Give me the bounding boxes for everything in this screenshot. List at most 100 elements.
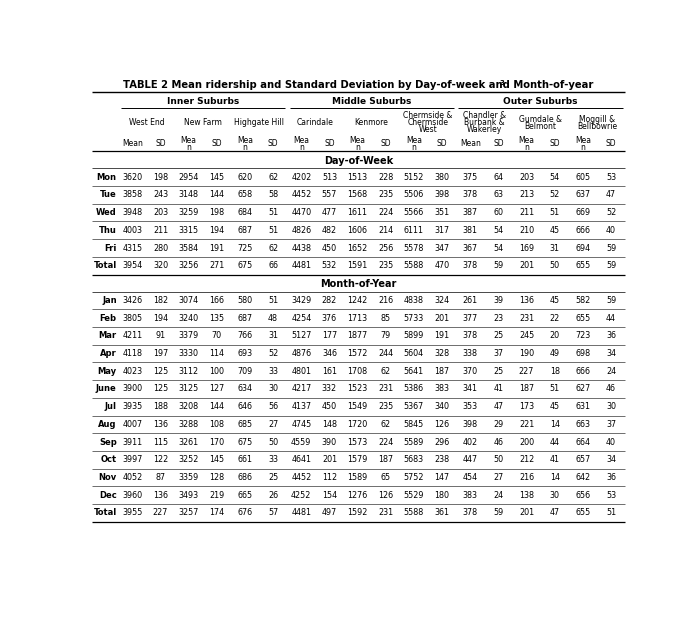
Text: 3620: 3620 xyxy=(122,173,142,182)
Text: 1572: 1572 xyxy=(348,349,368,358)
Text: 656: 656 xyxy=(575,491,591,499)
Text: 620: 620 xyxy=(237,173,253,182)
Text: 36: 36 xyxy=(606,331,616,341)
Text: n: n xyxy=(242,142,247,152)
Text: 378: 378 xyxy=(463,191,478,199)
Text: 115: 115 xyxy=(153,437,168,447)
Text: 4481: 4481 xyxy=(291,508,311,517)
Text: 698: 698 xyxy=(575,349,591,358)
Text: Fri: Fri xyxy=(104,244,117,253)
Text: 5752: 5752 xyxy=(403,473,424,482)
Text: 44: 44 xyxy=(550,437,560,447)
Text: 126: 126 xyxy=(435,420,450,429)
Text: 766: 766 xyxy=(237,331,253,341)
Text: 65: 65 xyxy=(380,473,391,482)
Text: 665: 665 xyxy=(237,491,253,499)
Text: 52: 52 xyxy=(268,349,279,358)
Text: 676: 676 xyxy=(237,508,253,517)
Text: 450: 450 xyxy=(322,402,337,411)
Text: 378: 378 xyxy=(463,508,478,517)
Text: 4217: 4217 xyxy=(291,384,311,394)
Text: 675: 675 xyxy=(237,261,253,270)
Text: 31: 31 xyxy=(268,331,278,341)
Text: 582: 582 xyxy=(575,296,591,305)
Text: 227: 227 xyxy=(519,367,534,376)
Text: Mea: Mea xyxy=(575,137,591,146)
Text: 45: 45 xyxy=(549,402,560,411)
Text: Kenmore: Kenmore xyxy=(355,118,389,127)
Text: 135: 135 xyxy=(209,313,224,323)
Text: 1573: 1573 xyxy=(348,437,368,447)
Text: 201: 201 xyxy=(322,455,337,464)
Text: 658: 658 xyxy=(237,191,253,199)
Text: 201: 201 xyxy=(435,313,450,323)
Text: 112: 112 xyxy=(322,473,337,482)
Text: 377: 377 xyxy=(463,313,478,323)
Text: 5367: 5367 xyxy=(403,402,424,411)
Text: 513: 513 xyxy=(322,173,337,182)
Text: Mea: Mea xyxy=(350,137,366,146)
Text: Tue: Tue xyxy=(100,191,117,199)
Text: 687: 687 xyxy=(237,313,253,323)
Text: 684: 684 xyxy=(237,208,253,217)
Text: 177: 177 xyxy=(322,331,337,341)
Text: SD: SD xyxy=(324,139,335,148)
Text: 351: 351 xyxy=(435,208,450,217)
Text: Oct: Oct xyxy=(101,455,117,464)
Text: 3359: 3359 xyxy=(179,473,199,482)
Text: 122: 122 xyxy=(153,455,168,464)
Text: Mea: Mea xyxy=(293,137,309,146)
Text: Mea: Mea xyxy=(181,137,197,146)
Text: 46: 46 xyxy=(493,437,503,447)
Text: 637: 637 xyxy=(575,191,591,199)
Text: 280: 280 xyxy=(153,244,168,253)
Text: 2954: 2954 xyxy=(179,173,199,182)
Text: 5683: 5683 xyxy=(404,455,424,464)
Text: Total: Total xyxy=(94,508,117,517)
Text: 5899: 5899 xyxy=(403,331,424,341)
Text: 51: 51 xyxy=(268,226,279,235)
Text: 211: 211 xyxy=(153,226,168,235)
Text: 58: 58 xyxy=(268,191,279,199)
Text: 1713: 1713 xyxy=(348,313,368,323)
Text: 4559: 4559 xyxy=(291,437,311,447)
Text: 182: 182 xyxy=(153,296,168,305)
Text: 25: 25 xyxy=(493,331,503,341)
Text: Chermside: Chermside xyxy=(408,118,449,127)
Text: 4876: 4876 xyxy=(291,349,311,358)
Text: 188: 188 xyxy=(153,402,168,411)
Text: 59: 59 xyxy=(606,296,616,305)
Text: 91: 91 xyxy=(156,331,165,341)
Text: 1611: 1611 xyxy=(348,208,368,217)
Text: 3252: 3252 xyxy=(179,455,199,464)
Text: 4023: 4023 xyxy=(122,367,142,376)
Text: 1591: 1591 xyxy=(348,261,368,270)
Text: 685: 685 xyxy=(237,420,253,429)
Text: n: n xyxy=(412,142,416,152)
Text: SD: SD xyxy=(155,139,166,148)
Text: 39: 39 xyxy=(493,296,503,305)
Text: Belmont: Belmont xyxy=(525,122,556,131)
Text: 154: 154 xyxy=(322,491,337,499)
Text: n: n xyxy=(186,142,191,152)
Text: 4211: 4211 xyxy=(122,331,142,341)
Text: 1877: 1877 xyxy=(348,331,368,341)
Text: 60: 60 xyxy=(493,208,503,217)
Text: 114: 114 xyxy=(209,349,224,358)
Text: SD: SD xyxy=(268,139,279,148)
Text: 166: 166 xyxy=(209,296,224,305)
Text: 173: 173 xyxy=(519,402,534,411)
Text: 87: 87 xyxy=(156,473,165,482)
Text: Burbank &: Burbank & xyxy=(464,118,505,127)
Text: 34: 34 xyxy=(606,349,616,358)
Text: 62: 62 xyxy=(268,173,279,182)
Text: SD: SD xyxy=(211,139,222,148)
Text: 1652: 1652 xyxy=(348,244,368,253)
Text: 238: 238 xyxy=(435,455,450,464)
Text: 30: 30 xyxy=(268,384,278,394)
Text: 85: 85 xyxy=(380,313,391,323)
Text: 187: 187 xyxy=(378,455,393,464)
Text: 22: 22 xyxy=(549,313,560,323)
Text: 605: 605 xyxy=(575,173,591,182)
Text: 47: 47 xyxy=(606,191,616,199)
